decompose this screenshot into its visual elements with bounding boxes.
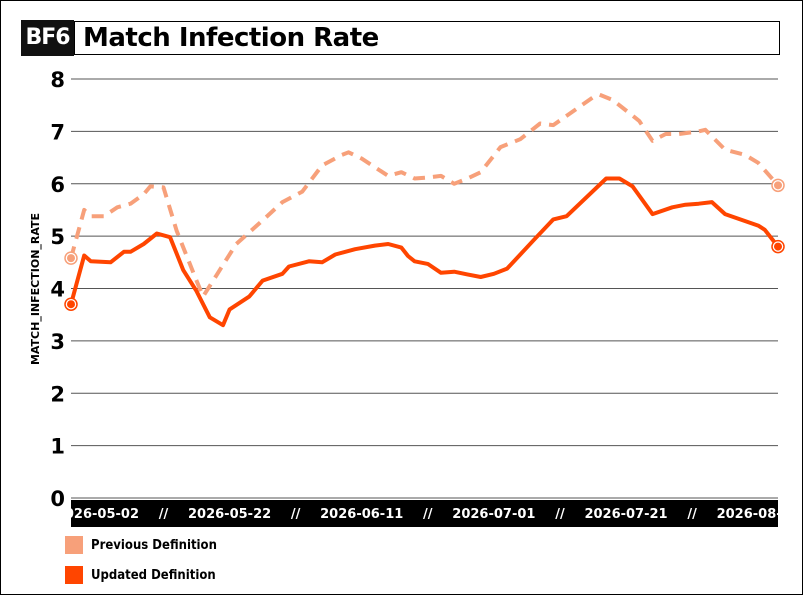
y-tick-label: 4 [50,278,65,302]
title-bar: Match Infection Rate [74,21,780,55]
y-tick-label: 3 [50,330,65,354]
series-endpoint-marker [64,251,78,265]
legend-swatch-previous [65,536,83,554]
x-tick-separator: // [687,507,697,522]
x-tick-label: 2026-07-01 [452,507,535,522]
brand-logo: BF6 [21,20,74,56]
series-endpoint-marker [771,178,785,193]
x-tick-separator: // [555,507,565,522]
marker-dot [67,300,75,309]
x-tick-label: 2026-05-02 [56,507,139,522]
y-tick-label: 8 [50,68,65,92]
x-tick-label: 2026-07-21 [584,507,667,522]
x-tick-separator: // [291,507,301,522]
y-tick-label: 1 [50,435,65,459]
chart-title: Match Infection Rate [83,23,379,53]
x-axis-band [71,500,778,527]
series-endpoint-marker [64,297,78,311]
legend-item-updated: Updated Definition [65,565,216,585]
y-tick-label: 0 [50,487,65,511]
series-endpoint-marker [771,239,785,254]
y-axis-label: MATCH_INFECTION_RATE [29,213,42,365]
marker-dot [67,254,75,263]
series-line-previous [69,92,780,299]
y-tick-label: 7 [50,120,65,144]
x-tick-label: 2026-06-11 [320,507,403,522]
series-line-updated [69,176,780,328]
legend-label-updated: Updated Definition [91,567,216,583]
x-tick-label: 2026-05-22 [188,507,271,522]
y-tick-label: 5 [50,225,65,249]
legend-swatch-updated [65,566,83,584]
y-tick-label: 6 [50,173,65,197]
legend-label-previous: Previous Definition [91,537,217,553]
legend-item-previous: Previous Definition [65,535,217,555]
y-tick-label: 2 [50,382,65,406]
x-tick-label: 2026-08-10 [717,507,800,522]
marker-dot [774,181,782,190]
marker-dot [774,242,782,251]
x-tick-separator: // [159,507,169,522]
x-tick-separator: // [423,507,433,522]
